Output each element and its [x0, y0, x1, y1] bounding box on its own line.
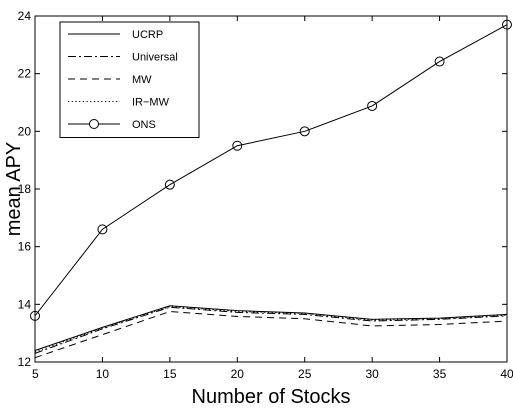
- series-line-ucrp: [34, 305, 508, 351]
- legend-marker: [89, 119, 99, 129]
- x-tick-label: 5: [32, 367, 39, 381]
- legend-label-universal: Universal: [132, 52, 178, 64]
- y-tick-label: 24: [18, 9, 32, 23]
- data-point-ons: [232, 140, 243, 151]
- y-tick-label: 18: [18, 182, 32, 196]
- axes-layer: 5 10 15 20 25 30 35 40 12 14 16 18 20 22 24: [18, 9, 513, 381]
- legend-label-ons: ONS: [132, 119, 156, 131]
- legend-label-ir-mw: IR−MW: [132, 97, 170, 109]
- x-tick-label: 40: [500, 367, 513, 381]
- data-point-ons: [367, 100, 378, 111]
- legend-box: [59, 21, 200, 138]
- data-point-ons: [97, 224, 108, 235]
- y-tick-label: 16: [18, 240, 32, 254]
- x-tick-label: 10: [96, 367, 110, 381]
- series-line-mw: [34, 311, 508, 359]
- data-point-ons: [434, 56, 445, 67]
- y-axis-label: mean APY: [3, 142, 25, 237]
- y-tick-label: 22: [18, 67, 32, 81]
- legend: UCRP Universal MW IR−MW ONS: [59, 21, 200, 138]
- y-tick-label: 20: [18, 124, 32, 138]
- series-line-universal: [34, 306, 508, 354]
- series-line-ons: [34, 24, 508, 317]
- y-tick-label: 12: [18, 355, 32, 369]
- data-point-ons: [164, 179, 175, 190]
- x-axis-label: Number of Stocks: [192, 386, 351, 408]
- x-tick-label: 30: [365, 367, 379, 381]
- x-tick-label: 25: [298, 367, 312, 381]
- series-layer: [30, 19, 512, 359]
- x-tick-label: 35: [433, 367, 447, 381]
- x-tick-label: 15: [163, 367, 177, 381]
- data-point-ons: [299, 126, 310, 137]
- x-tick-label: 20: [231, 367, 245, 381]
- legend-label-ucrp: UCRP: [132, 29, 163, 41]
- y-tick-label: 14: [18, 297, 32, 311]
- legend-label-mw: MW: [132, 74, 152, 86]
